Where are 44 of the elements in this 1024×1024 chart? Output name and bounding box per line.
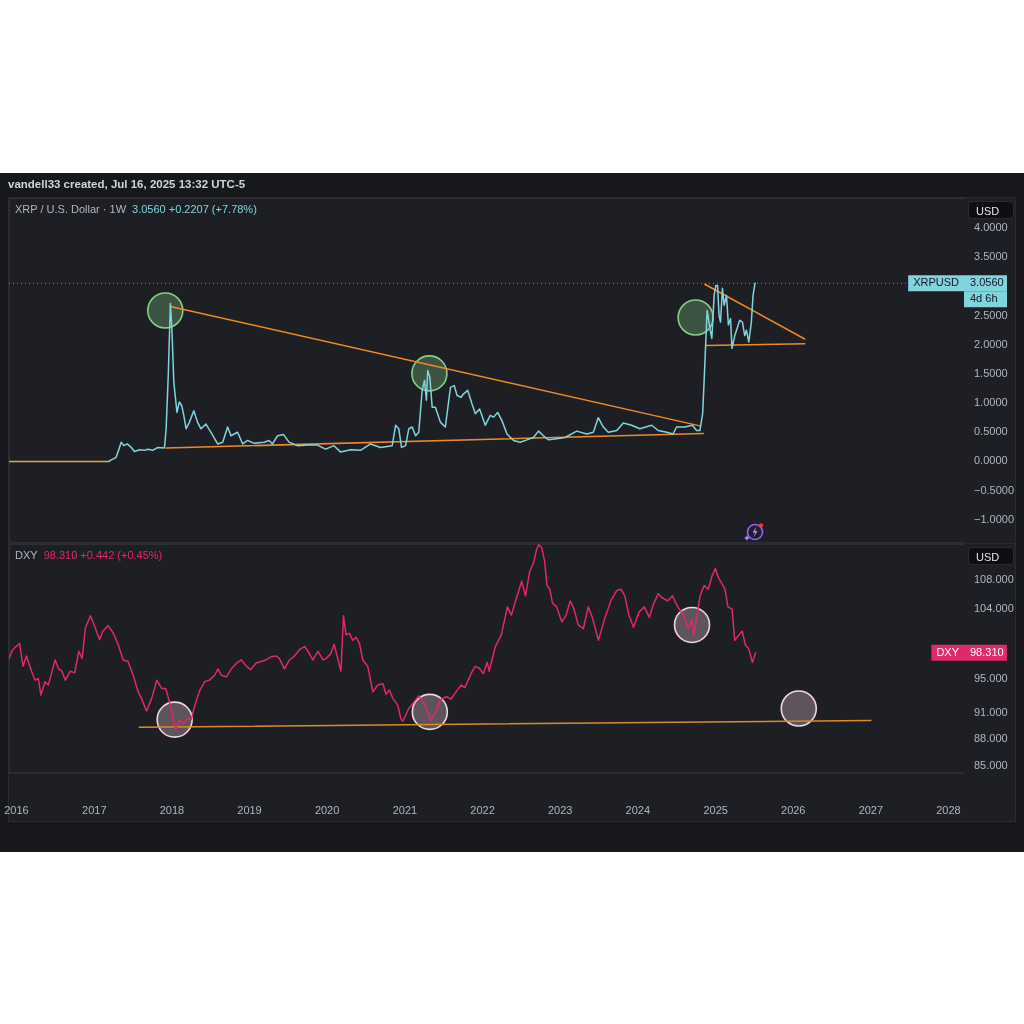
x-tick-label: 2021 xyxy=(392,803,418,816)
y-tick-label: 91.000 xyxy=(974,705,1008,718)
annotation: DXY xyxy=(936,645,960,658)
x-tick-label: 2016 xyxy=(4,803,29,816)
x-tick-label: 2020 xyxy=(314,803,340,816)
y-tick-label: 2.0000 xyxy=(974,337,1008,350)
y-tick-label: −0.5000 xyxy=(974,483,1015,496)
y-tick-label: 0.5000 xyxy=(974,425,1008,438)
x-tick-label: 2023 xyxy=(547,803,573,816)
text: 4d 6h xyxy=(970,292,998,305)
y-tick-label: 1.0000 xyxy=(974,396,1008,409)
x-tick-label: 2018 xyxy=(159,803,185,816)
text: 98.310 +0.442 (+0.45%) xyxy=(43,549,163,561)
x-tick-label: 2028 xyxy=(936,803,961,816)
y-tick-label: 95.000 xyxy=(974,672,1008,685)
x-tick-label: 2025 xyxy=(703,803,728,816)
point xyxy=(147,292,184,329)
text: XRP / U.S. Dollar · 1W xyxy=(15,203,127,215)
annotation: XRPUSD xyxy=(913,276,960,289)
annotation: 98.310 xyxy=(970,645,1004,658)
point xyxy=(677,299,714,336)
x-tick-label: 2019 xyxy=(237,803,262,816)
x-tick-label: 2024 xyxy=(625,803,651,816)
y-tick-label: 104.000 xyxy=(974,602,1014,615)
x-tick-label: 2017 xyxy=(82,803,107,816)
y-tick-label: 0.0000 xyxy=(974,454,1008,467)
x-tick-label: 2022 xyxy=(470,803,495,816)
text: vandell33 created, Jul 16, 2025 13:32 UTC-5 xyxy=(8,178,246,190)
x-tick-label: 2026 xyxy=(781,803,806,816)
y-tick-label: 1.5000 xyxy=(974,367,1008,380)
y-axis-title: USD xyxy=(968,547,1014,565)
y-tick-label: 4.0000 xyxy=(974,221,1008,234)
point xyxy=(780,690,818,727)
y-tick-label: 88.000 xyxy=(974,731,1008,744)
x-tick-label: 2027 xyxy=(858,803,884,816)
y-tick-label: 108.000 xyxy=(974,572,1014,585)
y-tick-label: −1.0000 xyxy=(974,512,1015,525)
y-axis-title: USD xyxy=(968,201,1014,219)
text: DXY xyxy=(15,549,38,561)
y-tick-label: 2.5000 xyxy=(974,308,1008,321)
annotation: 3.0560 xyxy=(970,276,1004,289)
text: 3.0560 +0.2207 (+7.78%) xyxy=(132,203,257,215)
y-tick-label: 85.000 xyxy=(974,758,1008,771)
y-tick-label: 3.5000 xyxy=(974,250,1008,263)
